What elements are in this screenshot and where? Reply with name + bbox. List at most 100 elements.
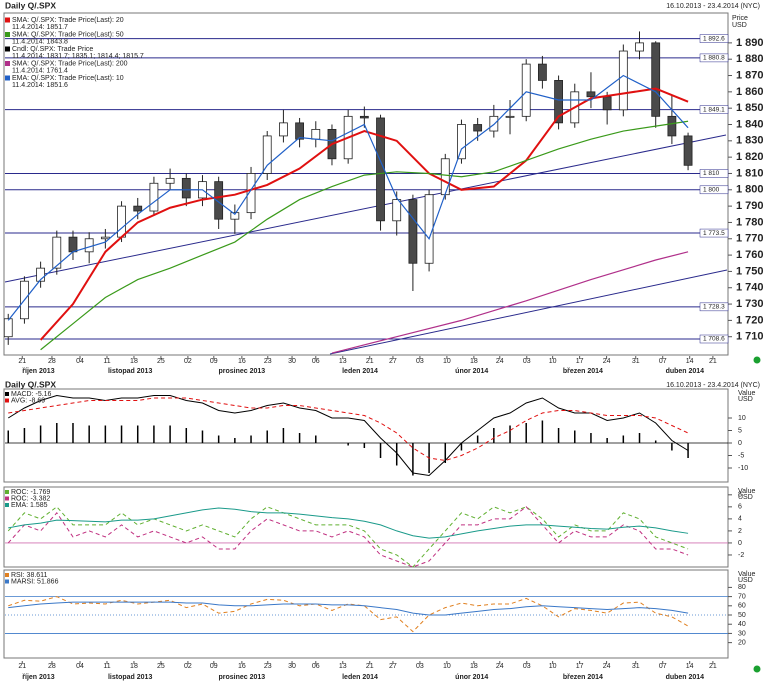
month-label: březen 2014: [563, 674, 603, 681]
candle-body: [667, 115, 677, 137]
legend-swatch: [5, 490, 9, 494]
y-tick-label: 0: [738, 540, 742, 547]
y-tick-label: 1 760: [736, 249, 764, 261]
x-tick-label: 02: [184, 358, 192, 365]
series-line: [331, 251, 689, 354]
month-label: únor 2014: [455, 674, 488, 681]
legend-label: ROC: -1.769: [11, 489, 50, 496]
candle-body: [84, 238, 94, 253]
x-tick-label: 03: [523, 358, 531, 365]
y-tick-label: 1 880: [736, 53, 764, 65]
level-label: 1 800: [703, 187, 720, 194]
y-axis-title: Value: [738, 390, 755, 397]
legend-swatch: [5, 573, 9, 577]
chart-title: Daily Q/.SPX: [5, 0, 56, 10]
x-tick-label: 23: [264, 358, 272, 365]
candle-body: [537, 63, 547, 81]
x-tick-label: 28: [48, 663, 56, 670]
x-tick-label: 30: [288, 663, 296, 670]
level-label-box: [699, 169, 729, 178]
y-tick-label: 60: [738, 603, 746, 610]
status-dot: [753, 665, 761, 673]
x-tick-label: 10: [443, 358, 451, 365]
y-tick-label: 1 810: [736, 167, 764, 179]
legend-swatch: [5, 17, 10, 23]
y-tick-label: 1 840: [736, 118, 764, 130]
x-tick-label: 24: [496, 663, 504, 670]
x-tick-label: 02: [184, 663, 192, 670]
main-frame: [3, 12, 729, 356]
x-tick-label: 24: [496, 358, 504, 365]
x-tick-label: 31: [632, 358, 640, 365]
candle-body: [246, 173, 256, 214]
y-axis-unit: USD: [732, 22, 747, 29]
level-label-box: [699, 228, 729, 238]
series-line: [8, 507, 689, 539]
x-tick-label: 17: [576, 663, 584, 670]
series-line: [7, 74, 689, 321]
legend-value: 11.4.2014: 1851.7: [12, 24, 68, 31]
y-tick-label: 0: [738, 440, 742, 447]
x-tick-label: 21: [366, 358, 374, 365]
series-line: [40, 120, 689, 351]
x-tick-label: 07: [659, 663, 667, 670]
level-label: 1 708.6: [703, 336, 725, 343]
candle-body: [505, 115, 515, 118]
candle-body: [165, 177, 175, 184]
series-line: [8, 397, 689, 462]
legend-label: ROC: -3.382: [11, 495, 50, 502]
legend-swatch: [5, 496, 9, 501]
y-tick-label: 1 790: [736, 200, 764, 212]
legend-label: RSI: 38.611: [11, 572, 48, 579]
y-tick-label: 4: [738, 516, 742, 523]
series-line: [7, 394, 689, 477]
level-label-box: [699, 105, 729, 114]
y-tick-label: 40: [738, 621, 746, 628]
month-label: duben 2014: [666, 674, 705, 681]
y-tick-label: 1 820: [736, 151, 764, 163]
y-axis-unit: USD: [738, 577, 753, 584]
x-tick-label: 04: [76, 358, 84, 365]
series-line: [8, 596, 689, 633]
series-line: [8, 601, 689, 616]
y-tick-label: 1 710: [736, 331, 764, 343]
candle-body: [408, 199, 418, 264]
x-tick-label: 09: [210, 663, 218, 670]
series-line: [7, 506, 689, 567]
level-label-box: [699, 302, 729, 312]
candle-body: [311, 128, 321, 140]
y-tick-label: 1 780: [736, 216, 764, 228]
candle-body: [214, 181, 224, 220]
x-tick-label: 31: [632, 663, 640, 670]
legend-label: SMA: Q/.SPX: Trade Price(Last): 20: [12, 17, 124, 24]
y-tick-label: 1 890: [736, 37, 764, 49]
candle-body: [4, 318, 13, 338]
x-tick-label: 04: [76, 663, 84, 670]
y-axis-title: Value: [738, 488, 755, 495]
x-tick-label: 14: [686, 663, 694, 670]
candle-body: [651, 42, 661, 117]
x-tick-label: 13: [339, 358, 347, 365]
legend-label: AVG: -8.69: [11, 397, 45, 404]
level-label: 1 810: [703, 170, 720, 177]
x-tick-label: 06: [312, 663, 320, 670]
x-tick-label: 21: [366, 663, 374, 670]
x-tick-label: 10: [443, 663, 451, 670]
month-label: říjen 2013: [22, 674, 54, 681]
month-label: duben 2014: [666, 368, 705, 375]
status-dot: [753, 356, 761, 364]
x-tick-label: 16: [238, 358, 246, 365]
candle-body: [683, 135, 693, 166]
candle-body: [262, 135, 272, 174]
month-label: prosinec 2013: [219, 368, 266, 375]
x-tick-label: 10: [549, 358, 557, 365]
x-tick-label: 21: [18, 663, 26, 670]
legend-value: 11.4.2014: 1761.4: [12, 67, 68, 74]
candle-body: [68, 236, 78, 253]
legend-value: 11.4.2014: 1851.6: [12, 82, 68, 89]
x-tick-label: 13: [339, 663, 347, 670]
legend-label: SMA: Q/.SPX: Trade Price(Last): 200: [12, 60, 128, 67]
legend-swatch: [5, 503, 9, 507]
x-tick-label: 21: [709, 358, 717, 365]
